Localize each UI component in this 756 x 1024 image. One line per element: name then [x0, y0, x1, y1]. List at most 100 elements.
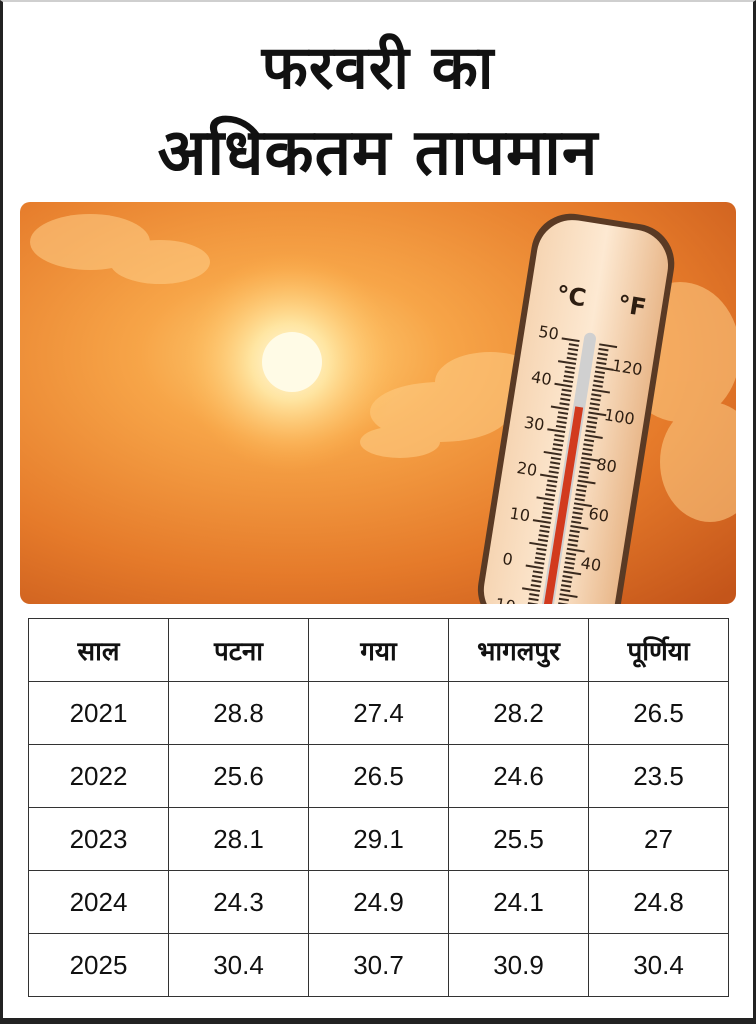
fahrenheit-tick — [583, 438, 595, 443]
fahrenheit-tick — [596, 356, 608, 361]
table-cell: 29.1 — [308, 807, 449, 871]
fahrenheit-tick — [591, 393, 602, 397]
fahrenheit-tick — [573, 506, 584, 511]
fahrenheit-tick — [570, 525, 589, 530]
fahrenheit-tick — [568, 534, 580, 538]
table-cell: 24.6 — [448, 744, 589, 808]
header-patna: पटना — [168, 618, 309, 682]
celsius-tick — [565, 365, 576, 370]
header-year: साल — [28, 618, 169, 682]
table-cell: 2023 — [28, 807, 169, 871]
heat-photo: °C °F 5040302010010 12010080604020 — [20, 202, 736, 604]
celsius-tick — [539, 473, 559, 479]
temperature-table: साल पटना गया भागलपुर पूर्णिया 2021 28.8 … — [28, 618, 729, 997]
header-bhagalpur: भागलपुर — [448, 618, 589, 682]
table-cell: 30.4 — [588, 933, 729, 997]
table-cell: 27.4 — [308, 681, 449, 745]
fahrenheit-tick-label: 40 — [579, 553, 602, 575]
fahrenheit-tick — [589, 402, 600, 406]
celsius-tick — [549, 465, 560, 470]
celsius-tick — [543, 450, 562, 456]
fahrenheit-tick — [591, 388, 611, 394]
celsius-tick — [532, 570, 543, 574]
header-purnia: पूर्णिया — [588, 618, 729, 682]
celsius-tick — [536, 547, 547, 552]
fahrenheit-tick-label: 20 — [572, 603, 595, 604]
fahrenheit-tick — [565, 556, 576, 561]
table-cell: 2022 — [28, 744, 169, 808]
celsius-tick-label: 0 — [501, 549, 514, 569]
table-cell: 28.8 — [168, 681, 309, 745]
celsius-tick — [552, 447, 563, 452]
table-cell: 24.1 — [448, 870, 589, 934]
fahrenheit-tick — [576, 484, 587, 488]
celsius-tick — [532, 519, 551, 524]
fahrenheit-tick — [563, 570, 582, 576]
celsius-tick — [552, 443, 564, 447]
celsius-tick — [547, 428, 566, 434]
celsius-tick — [561, 388, 572, 393]
fahrenheit-tick — [558, 597, 569, 602]
fahrenheit-tick — [588, 411, 607, 417]
celsius-tick — [559, 402, 570, 406]
celsius-tick — [545, 493, 556, 497]
sun-icon — [262, 332, 322, 392]
celsius-tick — [521, 587, 541, 593]
celsius-tick — [554, 382, 573, 388]
fahrenheit-tick — [566, 552, 577, 556]
header-gaya: गया — [308, 618, 449, 682]
celsius-tick — [534, 556, 546, 561]
table-cell: 24.9 — [308, 870, 449, 934]
table-cell: 26.5 — [308, 744, 449, 808]
table-cell: 30.7 — [308, 933, 449, 997]
celsius-tick — [564, 370, 575, 374]
celsius-tick — [538, 533, 549, 538]
fahrenheit-tick — [576, 488, 587, 493]
fahrenheit-tick-label: 60 — [587, 504, 610, 526]
celsius-tick-label: 10 — [508, 503, 531, 525]
celsius-tick — [560, 393, 572, 397]
celsius-tick — [560, 397, 571, 402]
fahrenheit-tick — [598, 347, 609, 352]
fahrenheit-tick — [594, 370, 605, 375]
celsius-tick — [535, 552, 546, 556]
fahrenheit-tick — [597, 352, 608, 356]
celsius-tick — [554, 434, 565, 438]
fahrenheit-tick — [575, 493, 586, 497]
celsius-tick — [548, 470, 559, 474]
fahrenheit-tick — [593, 379, 604, 384]
celsius-label: °C — [554, 280, 588, 312]
celsius-tick — [562, 379, 574, 384]
fahrenheit-tick — [563, 565, 575, 570]
fahrenheit-tick — [572, 511, 583, 515]
fahrenheit-tick — [581, 456, 600, 462]
thermometer-sun-icon: °C °F 5040302010010 12010080604020 — [20, 202, 736, 604]
celsius-tick — [532, 574, 543, 579]
celsius-tick — [561, 337, 580, 343]
fahrenheit-tick — [573, 502, 593, 508]
celsius-tick — [528, 597, 539, 602]
fahrenheit-tick — [574, 497, 585, 502]
title-line-1: फरवरी का — [261, 33, 495, 103]
celsius-tick — [539, 524, 551, 529]
fahrenheit-tick-label: 120 — [611, 356, 644, 380]
celsius-tick — [546, 484, 557, 488]
celsius-tick — [556, 420, 567, 424]
celsius-tick — [566, 356, 577, 361]
table-cell: 2024 — [28, 870, 169, 934]
fahrenheit-tick — [599, 343, 618, 349]
fahrenheit-tick — [584, 434, 603, 439]
fahrenheit-tick-label: 80 — [595, 454, 618, 476]
fahrenheit-tick — [579, 465, 590, 470]
table-cell: 24.3 — [168, 870, 309, 934]
fahrenheit-tick — [571, 520, 582, 525]
celsius-tick — [531, 579, 542, 583]
fahrenheit-tick — [568, 538, 579, 543]
celsius-tick — [568, 347, 579, 352]
celsius-tick — [553, 438, 564, 443]
celsius-tick — [529, 593, 540, 597]
table-cell: 23.5 — [588, 744, 729, 808]
table-cell: 2021 — [28, 681, 169, 745]
fahrenheit-tick — [595, 366, 614, 371]
